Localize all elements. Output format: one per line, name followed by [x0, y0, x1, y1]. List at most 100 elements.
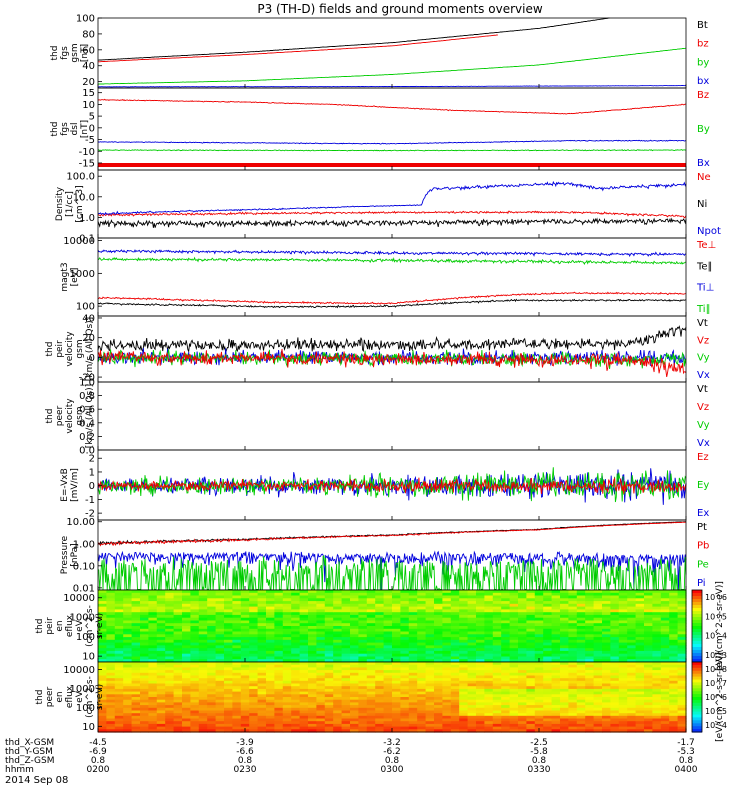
- heatmap-cell: [652, 598, 662, 602]
- heatmap-cell: [392, 678, 401, 682]
- heatmap-cell: [593, 601, 603, 605]
- heatmap-cell: [568, 617, 578, 622]
- heatmap-cell: [182, 662, 191, 666]
- heatmap-cell: [518, 686, 527, 690]
- series-Pb: [97, 521, 687, 547]
- heatmap-cell: [148, 656, 158, 660]
- heatmap-cell: [308, 656, 317, 660]
- heatmap-cell: [476, 595, 485, 599]
- heatmap-cell: [459, 623, 469, 627]
- heatmap-cell: [568, 702, 578, 706]
- heatmap-cell: [341, 672, 351, 677]
- heatmap-cell: [190, 659, 200, 663]
- heatmap-cell: [383, 672, 393, 677]
- heatmap-cell: [173, 672, 183, 677]
- heatmap-cell: [190, 702, 200, 706]
- heatmap-cell: [240, 639, 250, 644]
- heatmap-cell: [358, 705, 368, 709]
- heatmap-cell: [425, 623, 435, 627]
- heatmap-cell: [182, 683, 191, 687]
- heatmap-cell: [341, 667, 351, 671]
- heatmap-cell: [123, 598, 133, 602]
- heatmap-cell: [551, 697, 561, 701]
- y-tick-label: 80: [82, 29, 95, 40]
- heatmap-cell: [274, 672, 284, 677]
- heatmap-cell: [140, 662, 149, 666]
- heatmap-cell: [291, 650, 301, 655]
- heatmap-cell: [266, 707, 275, 712]
- heatmap-cell: [232, 664, 242, 668]
- heatmap-cell: [156, 637, 166, 641]
- heatmap-cell: [215, 715, 225, 720]
- heatmap-cell: [492, 707, 502, 712]
- heatmap-cell: [560, 688, 569, 693]
- heatmap-cell: [669, 662, 679, 666]
- heatmap-cell: [207, 642, 217, 646]
- heatmap-cell: [173, 715, 183, 720]
- heatmap-cell: [627, 595, 637, 599]
- heatmap-cell: [114, 653, 124, 658]
- heatmap-cell: [585, 653, 595, 658]
- heatmap-cell: [484, 637, 494, 641]
- heatmap-cell: [274, 680, 284, 685]
- heatmap-cell: [618, 656, 628, 660]
- heatmap-cell: [518, 639, 527, 644]
- heatmap-cell: [358, 710, 368, 714]
- heatmap-cell: [450, 707, 460, 712]
- heatmap-cell: [417, 628, 427, 633]
- heatmap-cell: [240, 645, 250, 649]
- heatmap-cell: [501, 710, 511, 714]
- heatmap-cell: [140, 718, 149, 722]
- heatmap-cell: [459, 726, 469, 730]
- heatmap-cell: [131, 637, 141, 641]
- heatmap-cell: [576, 612, 586, 616]
- heatmap-cell: [341, 705, 351, 709]
- heatmap-cell: [627, 678, 637, 682]
- heatmap-cell: [635, 729, 645, 733]
- heatmap-cell: [383, 623, 393, 627]
- heatmap-cell: [467, 678, 477, 682]
- heatmap-cell: [299, 639, 309, 644]
- heatmap-cell: [459, 670, 469, 674]
- heatmap-cell: [400, 670, 410, 674]
- heatmap-cell: [518, 678, 527, 682]
- heatmap-cell: [417, 590, 427, 594]
- heatmap-cell: [408, 662, 418, 666]
- heatmap-cell: [442, 598, 452, 602]
- heatmap-cell: [408, 715, 418, 720]
- heatmap-cell: [299, 603, 309, 608]
- heatmap-cell: [459, 642, 469, 646]
- heatmap-cell: [308, 645, 317, 649]
- heatmap-cell: [282, 623, 292, 627]
- heatmap-cell: [543, 675, 553, 679]
- heatmap-cell: [366, 691, 376, 695]
- heatmap-cell: [543, 702, 553, 706]
- heatmap-cell: [585, 603, 595, 608]
- heatmap-cell: [282, 598, 292, 602]
- heatmap-cell: [291, 590, 301, 594]
- heatmap-cell: [627, 715, 637, 720]
- colorbar-title: [eV/(cm^2-s-sr-eV)]: [715, 652, 725, 742]
- heatmap-cell: [224, 595, 233, 599]
- heatmap-cell: [434, 694, 443, 698]
- heatmap-cell: [551, 620, 561, 624]
- heatmap-cell: [501, 672, 511, 677]
- heatmap-cell: [669, 680, 679, 685]
- heatmap-cell: [375, 617, 385, 622]
- heatmap-cell: [568, 606, 578, 610]
- heatmap-cell: [232, 713, 242, 717]
- heatmap-cell: [190, 688, 200, 693]
- y-tick-label: 2: [89, 454, 95, 465]
- heatmap-cell: [282, 721, 292, 725]
- heatmap-cell: [123, 694, 133, 698]
- heatmap-cell: [291, 697, 301, 701]
- heatmap-cell: [182, 648, 191, 652]
- heatmap-cell: [660, 645, 670, 649]
- heatmap-cell: [492, 631, 502, 635]
- heatmap-cell: [341, 609, 351, 613]
- heatmap-cell: [408, 691, 418, 695]
- heatmap-cell: [383, 590, 393, 594]
- heatmap-cell: [123, 723, 133, 728]
- heatmap-cell: [425, 614, 435, 619]
- heatmap-cell: [232, 694, 242, 698]
